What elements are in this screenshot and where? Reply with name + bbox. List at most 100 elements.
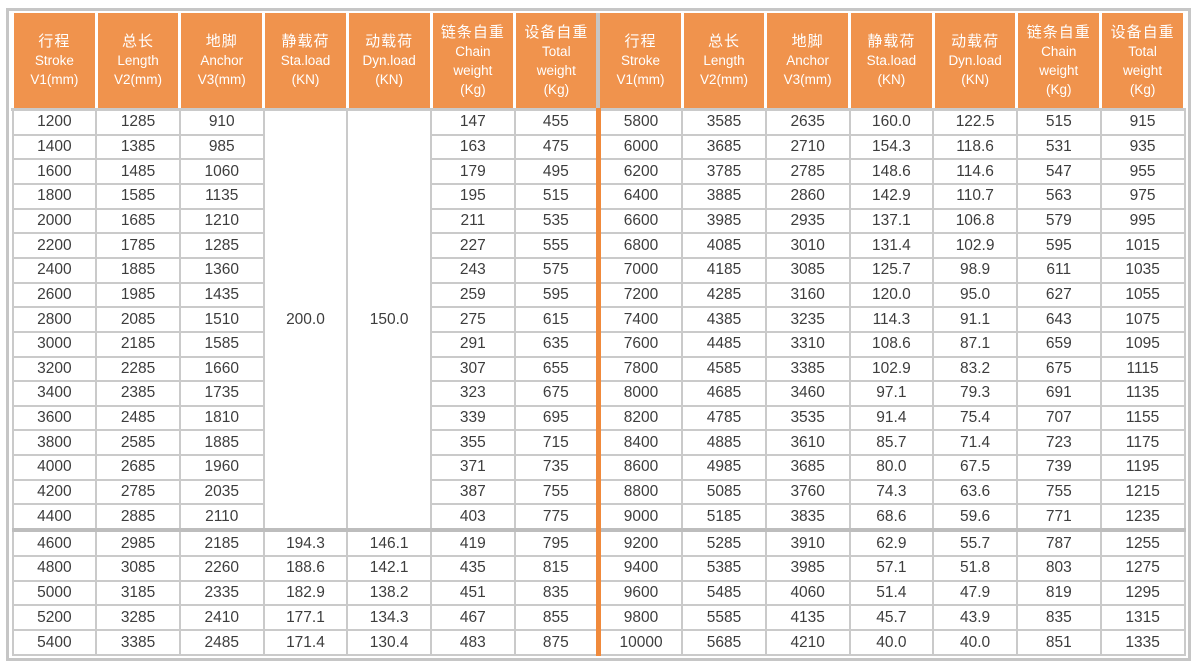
cell-chain-weight: 755 <box>1015 478 1102 506</box>
header-line-zh: 动载荷 <box>365 33 414 50</box>
cell-total-weight: 615 <box>513 306 600 333</box>
cell-length: 4785 <box>681 404 767 432</box>
cell-stroke: 2400 <box>11 256 98 284</box>
cell-total-weight: 1095 <box>1099 330 1186 358</box>
cell-sta-load: 131.4 <box>848 232 935 259</box>
header-text-length: 总长 Length V2(mm) <box>98 13 179 108</box>
cell-length: 5185 <box>681 503 767 532</box>
header-line-en: Stroke <box>621 53 661 68</box>
cell-sta-load: 137.1 <box>848 207 935 235</box>
table-row: 4200 2785 2035 387 755 8800 5085 3760 74.3 63.6 75… <box>11 478 1186 506</box>
cell-anchor: 4135 <box>764 604 851 632</box>
cell-anchor: 2710 <box>764 133 851 161</box>
cell-anchor: 4060 <box>764 579 851 607</box>
cell-chain-weight: 259 <box>430 281 516 309</box>
cell-total-weight: 835 <box>513 579 600 607</box>
cell-dyn-load: 102.9 <box>932 232 1018 259</box>
cell-anchor: 1510 <box>178 306 265 333</box>
cell-sta-load: 97.1 <box>848 380 935 407</box>
cell-sta-load: 85.7 <box>848 429 935 457</box>
cell-length: 4385 <box>681 306 767 333</box>
cell-total-weight: 855 <box>513 604 600 632</box>
header-line-en: Sta.load <box>866 53 917 68</box>
cell-sta-load: 177.1 <box>262 604 349 632</box>
table-row: 5200 3285 2410 177.1 134.3 467 855 9800 5585 4135… <box>11 604 1186 632</box>
header-cell-stroke-left: 行程 Stroke V1(mm) <box>11 13 98 111</box>
cell-total-weight: 655 <box>513 355 600 383</box>
header-text-sta-load: 静载荷 Sta.load (KN) <box>265 13 346 108</box>
cell-stroke: 4400 <box>11 503 98 532</box>
cell-total-weight: 1115 <box>1099 355 1186 383</box>
header-line-en: (KN) <box>291 72 320 87</box>
cell-anchor: 3160 <box>764 281 851 309</box>
cell-chain-weight: 323 <box>430 380 516 407</box>
cell-stroke: 6800 <box>595 232 684 259</box>
table-row: 3000 2185 1585 291 635 7600 4485 3310 108.6 87.1 6… <box>11 330 1186 358</box>
cell-chain-weight: 387 <box>430 478 516 506</box>
cell-total-weight: 1235 <box>1099 503 1186 532</box>
cell-dyn-load: 130.4 <box>346 629 433 656</box>
cell-dyn-load: 59.6 <box>932 503 1018 532</box>
cell-total-weight: 1155 <box>1099 404 1186 432</box>
cell-total-weight: 535 <box>513 207 600 235</box>
table-row: 3800 2585 1885 355 715 8400 4885 3610 85.7 71.4 72… <box>11 429 1186 457</box>
cell-dyn-load: 79.3 <box>932 380 1018 407</box>
cell-chain-weight: 403 <box>430 503 516 532</box>
cell-anchor: 2335 <box>178 579 265 607</box>
cell-length: 3385 <box>95 629 181 656</box>
header-row: 行程 Stroke V1(mm) 总长 Length V2(mm) 地脚 Anchor V3(m… <box>11 13 1186 111</box>
cell-chain-weight: 147 <box>430 108 516 136</box>
header-line-en: Total <box>1128 43 1157 59</box>
cell-total-weight: 675 <box>513 380 600 407</box>
cell-total-weight: 955 <box>1099 158 1186 186</box>
header-line-en: Anchor <box>200 53 244 68</box>
cell-anchor: 1735 <box>178 380 265 407</box>
cell-length: 3885 <box>681 183 767 210</box>
cell-dyn-load: 122.5 <box>932 108 1018 136</box>
cell-length: 2485 <box>95 404 181 432</box>
header-line-en: Total <box>542 43 571 59</box>
cell-stroke: 4800 <box>11 555 98 582</box>
cell-chain-weight: 707 <box>1015 404 1102 432</box>
cell-total-weight: 1195 <box>1099 454 1186 481</box>
header-line-zh: 设备自重 <box>1110 23 1175 41</box>
cell-length: 1385 <box>95 133 181 161</box>
cell-anchor: 3460 <box>764 380 851 407</box>
cell-anchor: 1885 <box>178 429 265 457</box>
cell-anchor: 2635 <box>764 108 851 136</box>
cell-length: 4985 <box>681 454 767 481</box>
cell-total-weight: 995 <box>1099 207 1186 235</box>
cell-anchor: 3010 <box>764 232 851 259</box>
cell-chain-weight: 835 <box>1015 604 1102 632</box>
cell-sta-load: 125.7 <box>848 256 935 284</box>
cell-chain-weight: 419 <box>430 528 516 558</box>
header-cell-sta-load-right: 静载荷 Sta.load (KN) <box>848 13 935 111</box>
cell-chain-weight: 691 <box>1015 380 1102 407</box>
cell-sta-load: 40.0 <box>848 629 935 656</box>
cell-anchor: 3985 <box>764 555 851 582</box>
cell-chain-weight: 515 <box>1015 108 1102 136</box>
cell-length: 2185 <box>95 330 181 358</box>
cell-total-weight: 1075 <box>1099 306 1186 333</box>
header-line-en: Sta.load <box>280 53 331 68</box>
header-cell-anchor-left: 地脚 Anchor V3(mm) <box>178 13 266 111</box>
table-row: 1800 1585 1135 195 515 6400 3885 2860 142.9 110.7… <box>11 183 1186 210</box>
cell-stroke: 5200 <box>11 604 98 632</box>
cell-stroke: 3400 <box>11 380 98 407</box>
cell-sta-load: 57.1 <box>848 555 935 582</box>
cell-anchor: 3235 <box>764 306 851 333</box>
header-line-en: weight <box>1123 62 1163 78</box>
cell-anchor: 1210 <box>178 207 265 235</box>
cell-length: 3285 <box>95 604 181 632</box>
cell-stroke: 5000 <box>11 579 98 607</box>
cell-stroke: 8200 <box>595 404 684 432</box>
cell-chain-weight: 803 <box>1015 555 1102 582</box>
cell-chain-weight: 243 <box>430 256 516 284</box>
cell-length: 4085 <box>681 232 767 259</box>
table-row: 1400 1385 985 163 475 6000 3685 2710 154.3 118.6 5… <box>11 133 1186 161</box>
header-line-zh: 动载荷 <box>951 33 1000 50</box>
cell-total-weight: 1315 <box>1099 604 1186 632</box>
cell-dyn-load: 142.1 <box>346 555 433 582</box>
cell-total-weight: 1275 <box>1099 555 1186 582</box>
